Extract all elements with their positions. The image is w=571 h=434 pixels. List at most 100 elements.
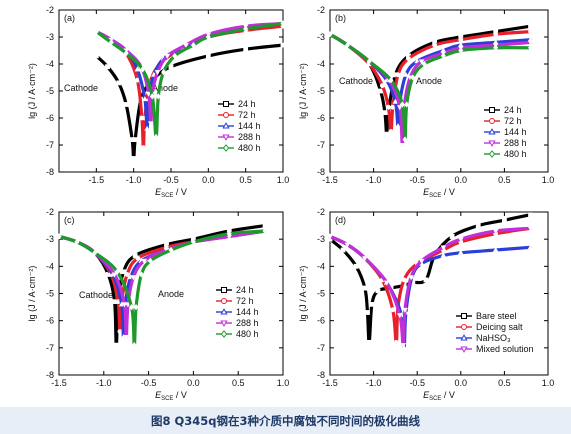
data-point bbox=[123, 102, 129, 107]
y-tick-label: -6 bbox=[317, 113, 325, 123]
x-tick-label: -1.0 bbox=[366, 378, 382, 388]
data-point bbox=[130, 275, 137, 281]
y-axis-label: lg (J / A·cm⁻²) bbox=[27, 266, 37, 322]
legend-marker bbox=[460, 334, 468, 341]
data-point bbox=[365, 310, 370, 315]
y-tick-label: -8 bbox=[46, 370, 54, 380]
data-point bbox=[161, 68, 167, 76]
data-point bbox=[92, 249, 98, 256]
x-tick-label: 0.5 bbox=[232, 378, 245, 388]
data-point bbox=[190, 41, 196, 49]
y-tick-label: -5 bbox=[317, 86, 325, 96]
data-point bbox=[243, 25, 249, 33]
data-point bbox=[384, 131, 390, 137]
data-point bbox=[147, 257, 153, 265]
data-point bbox=[131, 156, 137, 161]
data-point bbox=[440, 245, 447, 251]
data-point bbox=[56, 233, 62, 240]
data-point bbox=[344, 242, 351, 248]
y-axis-label: lg (J / A·cm⁻²) bbox=[298, 266, 308, 322]
data-point bbox=[440, 52, 446, 60]
data-point bbox=[402, 136, 408, 143]
legend-marker bbox=[488, 118, 496, 124]
legend-marker bbox=[220, 298, 228, 304]
x-tick-label: 1.0 bbox=[542, 175, 555, 185]
legend-marker bbox=[220, 308, 228, 315]
data-point bbox=[134, 66, 141, 72]
legend-label: Deicing salt bbox=[476, 322, 523, 332]
y-tick-label: -3 bbox=[317, 234, 325, 244]
data-point bbox=[362, 256, 368, 262]
data-point bbox=[142, 96, 148, 102]
x-tick-label: 1.0 bbox=[542, 378, 555, 388]
data-point bbox=[527, 226, 534, 232]
data-point bbox=[124, 272, 130, 277]
data-point bbox=[129, 303, 135, 311]
data-point bbox=[386, 104, 391, 110]
data-point bbox=[421, 60, 427, 68]
data-point bbox=[528, 29, 533, 34]
data-point bbox=[131, 342, 137, 349]
y-tick-label: -7 bbox=[317, 140, 325, 150]
data-point bbox=[93, 53, 99, 59]
x-tick-label: -0.5 bbox=[409, 378, 425, 388]
region-annotation: Anode bbox=[416, 76, 442, 86]
region-annotation: Anode bbox=[152, 83, 178, 93]
x-tick-label: 0.5 bbox=[498, 175, 511, 185]
x-tick-label: 0.0 bbox=[455, 378, 468, 388]
y-tick-label: -5 bbox=[46, 86, 54, 96]
data-point bbox=[327, 234, 333, 240]
panel-label: (c) bbox=[64, 215, 75, 225]
y-tick-label: -6 bbox=[46, 316, 54, 326]
x-tick-label: 0.5 bbox=[498, 378, 511, 388]
data-point bbox=[502, 217, 507, 223]
data-point bbox=[262, 227, 268, 235]
x-tick-label: 0.0 bbox=[202, 175, 215, 185]
legend-marker bbox=[222, 112, 230, 118]
y-tick-label: -4 bbox=[317, 59, 325, 69]
data-point bbox=[383, 280, 390, 286]
legend-label: Bare steel bbox=[476, 311, 517, 321]
data-point bbox=[205, 33, 211, 41]
data-point bbox=[183, 43, 189, 49]
x-tick-label: 0.0 bbox=[187, 378, 200, 388]
data-point bbox=[492, 229, 499, 235]
legend-label: 288 h bbox=[236, 318, 259, 328]
data-point bbox=[493, 44, 499, 51]
y-axis-label: lg (J / A·cm⁻²) bbox=[27, 63, 37, 119]
data-point bbox=[105, 64, 110, 70]
data-point bbox=[406, 56, 411, 61]
data-point bbox=[527, 40, 534, 46]
data-point bbox=[344, 41, 350, 49]
y-tick-label: -2 bbox=[46, 5, 54, 15]
y-tick-label: -8 bbox=[317, 167, 325, 177]
region-annotation: Cathode bbox=[64, 83, 98, 93]
x-tick-label: -1.5 bbox=[322, 378, 338, 388]
y-tick-label: -4 bbox=[46, 261, 54, 271]
x-tick-label: 1.0 bbox=[277, 175, 290, 185]
data-point bbox=[327, 31, 333, 38]
y-tick-label: -7 bbox=[317, 343, 325, 353]
data-point bbox=[226, 230, 232, 237]
data-point bbox=[280, 42, 286, 48]
data-point bbox=[132, 137, 138, 142]
x-tick-label: -1.5 bbox=[322, 175, 338, 185]
data-point bbox=[418, 258, 425, 264]
legend-marker bbox=[222, 122, 230, 129]
data-point bbox=[392, 98, 399, 104]
legend-label: 480 h bbox=[504, 149, 527, 159]
data-point bbox=[144, 125, 150, 131]
data-point bbox=[401, 277, 407, 283]
legend-label: 24 h bbox=[236, 285, 254, 295]
data-point bbox=[402, 307, 408, 313]
y-tick-label: -2 bbox=[317, 5, 325, 15]
legend-label: 480 h bbox=[236, 329, 259, 339]
data-point bbox=[375, 288, 381, 294]
data-point bbox=[527, 244, 534, 250]
data-point bbox=[432, 42, 438, 48]
data-point bbox=[395, 123, 401, 129]
data-point bbox=[418, 59, 425, 65]
panel-label: (d) bbox=[335, 215, 346, 225]
legend-marker bbox=[460, 324, 468, 330]
